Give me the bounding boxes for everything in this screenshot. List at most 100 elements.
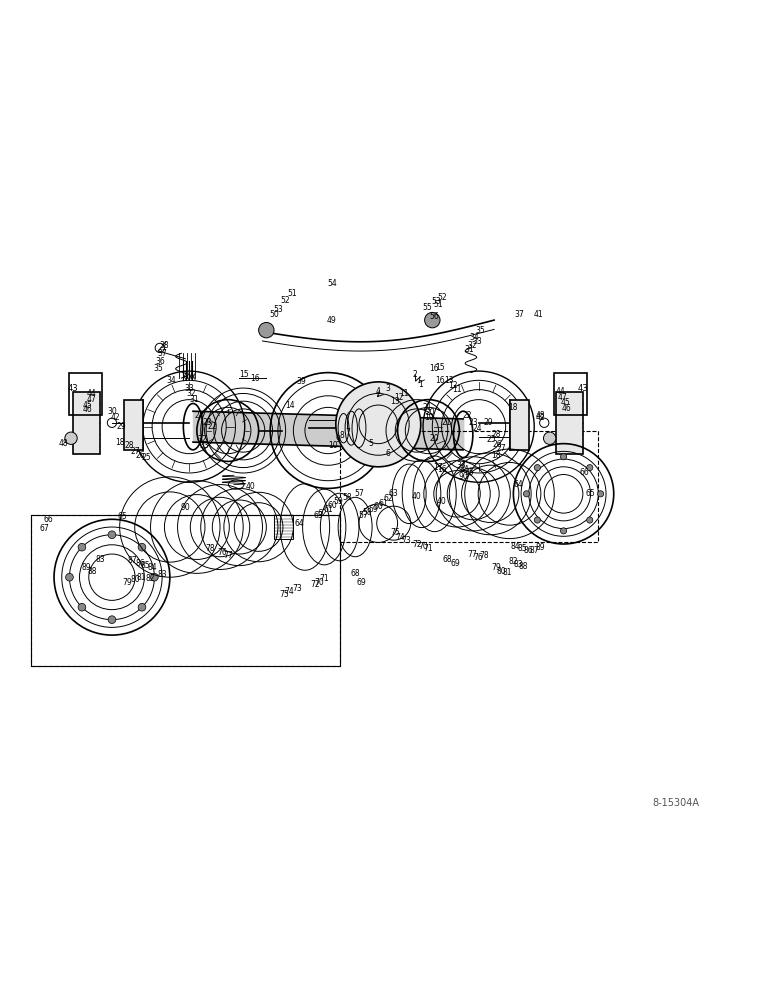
Text: 84: 84 [511,542,520,551]
Circle shape [598,491,604,497]
Text: 53: 53 [273,305,283,314]
Text: 48: 48 [536,411,545,420]
Text: 50: 50 [269,310,279,319]
Circle shape [560,528,567,534]
Text: 89: 89 [82,563,91,572]
Text: 71: 71 [424,544,433,553]
Text: 59: 59 [368,505,378,514]
Text: 26: 26 [493,440,502,449]
Text: 57: 57 [358,511,367,520]
Text: 77: 77 [223,551,232,560]
Circle shape [425,312,440,328]
Text: 53: 53 [432,297,441,306]
Bar [31,515,340,666]
Text: 17: 17 [433,463,442,472]
Text: 63: 63 [313,511,323,520]
Bar [73,392,100,454]
Text: 2: 2 [413,370,418,379]
Circle shape [66,573,73,581]
Text: 40: 40 [437,497,446,506]
Bar [340,431,598,542]
Text: 16: 16 [250,374,259,383]
Text: 8-15304A: 8-15304A [652,798,699,808]
Text: 83: 83 [157,570,167,579]
Text: 23: 23 [202,418,212,427]
Text: 1: 1 [418,380,423,389]
Text: 70: 70 [314,578,323,587]
Bar [31,515,340,666]
Text: 24: 24 [472,424,482,433]
Text: 51: 51 [287,289,296,298]
Circle shape [259,322,274,338]
Text: 86: 86 [523,546,533,555]
Text: 46: 46 [562,404,571,413]
Text: 77: 77 [468,550,477,559]
Text: 61: 61 [323,505,333,514]
Bar [274,515,293,539]
Circle shape [65,432,77,444]
Text: 27: 27 [130,447,140,456]
Text: 58: 58 [343,493,352,502]
Text: 44: 44 [86,389,96,398]
Text: 42: 42 [536,413,545,422]
Text: 80: 80 [130,575,140,584]
Text: 85: 85 [141,561,150,570]
Text: 3: 3 [386,384,391,393]
Circle shape [151,573,158,581]
Text: 34: 34 [470,333,479,342]
Text: 16: 16 [429,364,438,373]
Text: 29: 29 [484,418,493,427]
Text: 61: 61 [379,499,388,508]
Text: 65: 65 [586,489,595,498]
Text: 21: 21 [423,403,432,412]
Text: 63: 63 [389,489,398,498]
Text: 21: 21 [442,418,451,427]
Text: 87: 87 [128,556,137,565]
Text: 44: 44 [556,387,565,396]
Text: 47: 47 [558,393,567,402]
Text: 7: 7 [345,428,350,437]
Text: 76: 76 [218,548,227,557]
Text: 60: 60 [327,501,337,510]
Text: 71: 71 [320,574,329,583]
Text: 47: 47 [86,395,96,404]
Text: 62: 62 [384,494,393,503]
Text: 13: 13 [391,397,400,406]
Text: 79: 79 [492,563,501,572]
Text: 46: 46 [83,405,92,414]
Circle shape [138,603,146,611]
Text: 66: 66 [580,468,589,477]
Text: 33: 33 [472,337,482,346]
Text: 49: 49 [327,316,337,325]
Text: 9: 9 [336,435,340,444]
Bar [510,400,529,450]
Text: 59: 59 [334,497,343,506]
Text: 40: 40 [412,492,422,501]
Text: 13: 13 [445,376,454,385]
Text: 20: 20 [425,408,435,417]
Text: 74: 74 [396,533,405,542]
Text: 69: 69 [357,578,366,587]
Circle shape [587,465,593,471]
Text: 8: 8 [340,431,344,440]
Text: 18: 18 [115,438,124,447]
Text: 60: 60 [374,502,383,511]
Text: 62: 62 [318,509,327,518]
Text: 68: 68 [350,569,360,578]
Bar [554,373,587,415]
Text: 6: 6 [386,449,391,458]
Text: 10: 10 [329,441,338,450]
Text: 81: 81 [503,568,512,577]
Text: 81: 81 [137,573,146,582]
Text: 40: 40 [246,482,256,491]
Text: 33: 33 [200,441,209,450]
Text: 37: 37 [157,349,167,358]
Text: 78: 78 [205,544,215,553]
Text: 22: 22 [208,422,217,431]
Text: 88: 88 [88,567,97,576]
Text: 76: 76 [474,553,483,562]
Text: 34: 34 [167,376,176,385]
Text: 69: 69 [451,559,460,568]
Text: 82: 82 [509,557,518,566]
Text: 16: 16 [435,376,445,385]
